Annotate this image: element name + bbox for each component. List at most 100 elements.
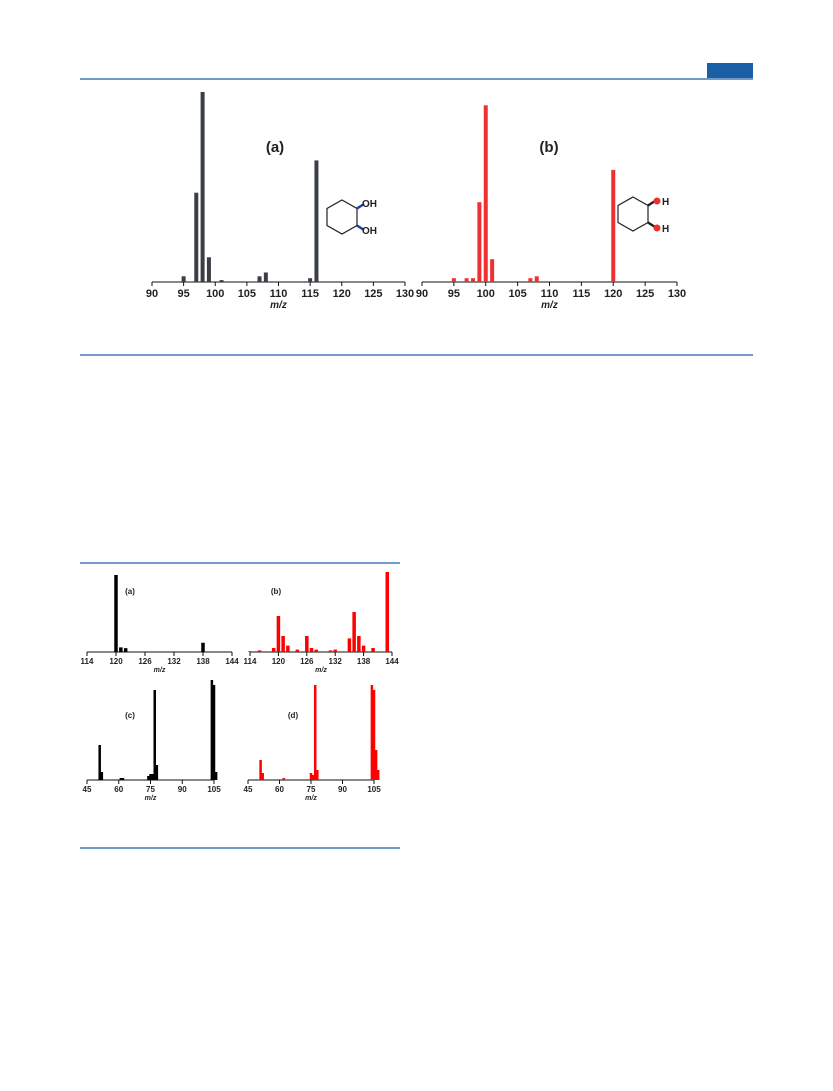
bar — [201, 642, 205, 652]
bar — [451, 278, 456, 282]
atom-label: OH — [362, 199, 377, 210]
x-tick-label: 95 — [178, 288, 190, 300]
bar — [212, 685, 216, 780]
bar — [361, 645, 366, 652]
bar — [155, 765, 159, 780]
bar — [181, 276, 186, 282]
bar — [276, 616, 281, 652]
bar — [376, 770, 380, 780]
bar — [261, 773, 264, 780]
x-tick-label: 60 — [275, 785, 284, 794]
x-tick-label: 114 — [81, 657, 94, 666]
x-tick-label: 105 — [207, 785, 221, 794]
x-tick-label: 125 — [636, 288, 654, 300]
bar — [206, 257, 211, 282]
bar — [295, 649, 300, 652]
bar — [257, 276, 262, 282]
x-tick-label: 120 — [109, 657, 123, 666]
x-axis-label: m/z — [270, 300, 287, 311]
bar — [123, 648, 128, 652]
bar — [352, 612, 356, 652]
bar — [309, 648, 314, 652]
bar — [490, 259, 495, 282]
x-tick-label: 130 — [668, 288, 686, 300]
bar — [100, 772, 104, 780]
x-tick-label: 120 — [272, 657, 286, 666]
bar — [316, 770, 319, 780]
x-tick-label: 60 — [114, 785, 123, 794]
x-tick-label: 110 — [270, 288, 288, 300]
bar — [151, 774, 154, 780]
bar — [372, 690, 376, 780]
bar — [248, 651, 252, 652]
bar — [385, 572, 390, 652]
atom-label: H — [662, 197, 669, 208]
bar — [147, 776, 150, 780]
bar — [200, 92, 205, 282]
x-tick-label: 126 — [300, 657, 314, 666]
panel-label: (a) — [266, 139, 284, 156]
x-axis-label: m/z — [305, 795, 317, 802]
bar — [194, 192, 199, 282]
bar — [313, 685, 317, 780]
bar — [308, 278, 313, 282]
bar — [119, 647, 123, 652]
x-tick-label: 144 — [385, 657, 399, 666]
panel-label: (a) — [125, 587, 135, 596]
bar — [314, 649, 319, 652]
bar — [464, 278, 469, 282]
bar — [286, 645, 290, 652]
panel-label: (b) — [271, 587, 282, 596]
x-tick-label: 115 — [301, 288, 319, 300]
x-tick-label: 45 — [244, 785, 253, 794]
x-axis-label: m/z — [154, 667, 166, 674]
bar — [357, 636, 361, 652]
atom-label: OH — [362, 226, 377, 237]
x-tick-label: 95 — [448, 288, 460, 300]
bar — [333, 649, 337, 652]
bar — [477, 202, 482, 282]
bar — [98, 745, 101, 780]
x-tick-label: 115 — [573, 288, 591, 300]
x-axis-label: m/z — [541, 300, 558, 311]
bar — [214, 772, 218, 780]
x-tick-label: 144 — [225, 657, 239, 666]
bar — [483, 105, 488, 282]
x-tick-label: 132 — [167, 657, 181, 666]
molecule — [326, 199, 365, 235]
bar — [311, 775, 315, 780]
bar — [370, 685, 374, 780]
x-tick-label: 105 — [508, 288, 526, 300]
x-tick-label: 100 — [477, 288, 495, 300]
panel-label: (c) — [125, 711, 135, 720]
bar — [259, 760, 262, 780]
x-tick-label: 120 — [333, 288, 351, 300]
x-axis-label: m/z — [145, 795, 157, 802]
bar — [263, 272, 268, 282]
panel-label: (d) — [288, 711, 299, 720]
bar — [309, 773, 313, 780]
x-tick-label: 132 — [329, 657, 343, 666]
x-tick-label: 110 — [541, 288, 559, 300]
bar — [149, 774, 152, 780]
bar — [305, 636, 309, 652]
x-tick-label: 90 — [338, 785, 347, 794]
bar — [347, 638, 352, 652]
x-tick-label: 105 — [367, 785, 381, 794]
bar — [219, 280, 224, 282]
bar — [528, 278, 533, 282]
x-tick-label: 114 — [244, 657, 257, 666]
x-tick-label: 45 — [83, 785, 92, 794]
bar — [281, 636, 285, 652]
bar — [257, 650, 262, 652]
x-tick-label: 130 — [396, 288, 414, 300]
molecule — [617, 196, 661, 232]
bar — [210, 680, 214, 780]
x-tick-label: 90 — [146, 288, 158, 300]
x-tick-label: 100 — [206, 288, 224, 300]
x-tick-label: 125 — [364, 288, 382, 300]
header-tab — [707, 63, 753, 78]
bar — [371, 648, 375, 652]
bar — [611, 169, 616, 282]
